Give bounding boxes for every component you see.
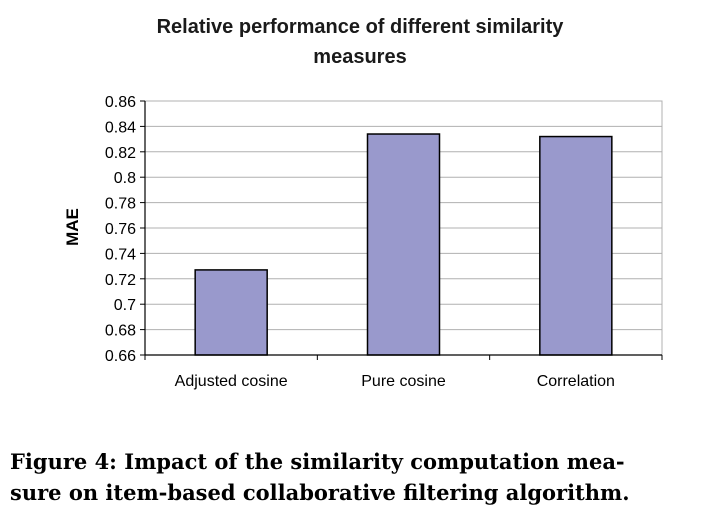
- chart-title: Relative performance of different simila…: [90, 12, 630, 72]
- y-tick-label: 0.68: [105, 323, 136, 340]
- y-tick-label: 0.86: [105, 94, 136, 111]
- bar-chart: 0.66 0.68 0.7 0.72 0.74 0.76 0.78 0.8 0.82 0.84 0.…: [63, 94, 663, 390]
- caption-line-2: sure on item-based collaborative filteri…: [10, 480, 630, 505]
- y-tick-label: 0.8: [114, 170, 136, 187]
- y-tick-label: 0.66: [105, 348, 136, 365]
- bar: [539, 135, 613, 356]
- caption-line-1: Figure 4: Impact of the similarity compu…: [10, 449, 625, 474]
- chart-title-line-2: measures: [313, 46, 407, 68]
- tick-labels: 0.66 0.68 0.7 0.72 0.74 0.76 0.78 0.8 0.82 0.84 0.…: [105, 94, 615, 390]
- bar: [366, 133, 441, 356]
- x-tick-label: Adjusted cosine: [175, 373, 288, 390]
- y-tick-label: 0.74: [105, 246, 136, 263]
- y-tick-label: 0.82: [105, 145, 136, 162]
- y-tick-label: 0.76: [105, 221, 136, 238]
- y-tick-label: 0.7: [114, 297, 136, 314]
- bar: [194, 269, 268, 356]
- axes: [140, 100, 663, 360]
- y-axis-label: MAE: [63, 208, 82, 246]
- x-tick-label: Pure cosine: [361, 373, 446, 390]
- bars: [194, 133, 613, 356]
- x-tick-label: Correlation: [537, 373, 615, 390]
- chart-title-line-1: Relative performance of different simila…: [156, 16, 564, 38]
- figure-caption: Figure 4: Impact of the similarity compu…: [10, 446, 708, 508]
- y-tick-label: 0.72: [105, 272, 136, 289]
- y-tick-label: 0.78: [105, 196, 136, 213]
- y-tick-label: 0.84: [105, 119, 136, 136]
